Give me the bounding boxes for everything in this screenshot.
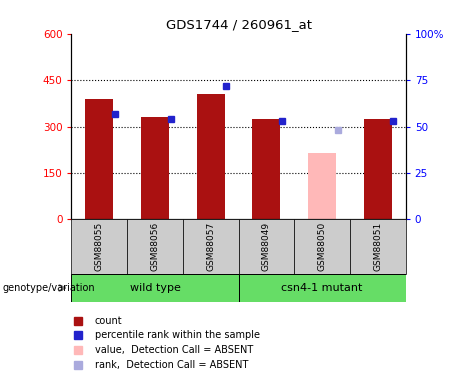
Text: csn4-1 mutant: csn4-1 mutant [281, 283, 363, 293]
Bar [308, 153, 336, 219]
Bar [364, 119, 392, 219]
Text: genotype/variation: genotype/variation [2, 283, 95, 293]
Bar [71, 274, 239, 302]
Bar [197, 94, 225, 219]
Text: GSM88055: GSM88055 [95, 222, 104, 271]
Text: rank,  Detection Call = ABSENT: rank, Detection Call = ABSENT [95, 360, 248, 370]
Bar [183, 219, 238, 274]
Title: GDS1744 / 260961_at: GDS1744 / 260961_at [165, 18, 312, 31]
Text: GSM88057: GSM88057 [206, 222, 215, 271]
Bar [238, 219, 294, 274]
Text: GSM88056: GSM88056 [150, 222, 160, 271]
Bar [141, 117, 169, 219]
Text: wild type: wild type [130, 283, 180, 293]
Bar [253, 119, 280, 219]
Bar [127, 219, 183, 274]
Text: value,  Detection Call = ABSENT: value, Detection Call = ABSENT [95, 345, 253, 354]
Bar [85, 99, 113, 219]
Text: GSM88049: GSM88049 [262, 222, 271, 271]
Bar [350, 219, 406, 274]
Text: GSM88051: GSM88051 [373, 222, 382, 271]
Text: percentile rank within the sample: percentile rank within the sample [95, 330, 260, 340]
Text: count: count [95, 316, 123, 326]
Text: GSM88050: GSM88050 [318, 222, 327, 271]
Bar [294, 219, 350, 274]
Bar [71, 219, 127, 274]
Bar [238, 274, 406, 302]
